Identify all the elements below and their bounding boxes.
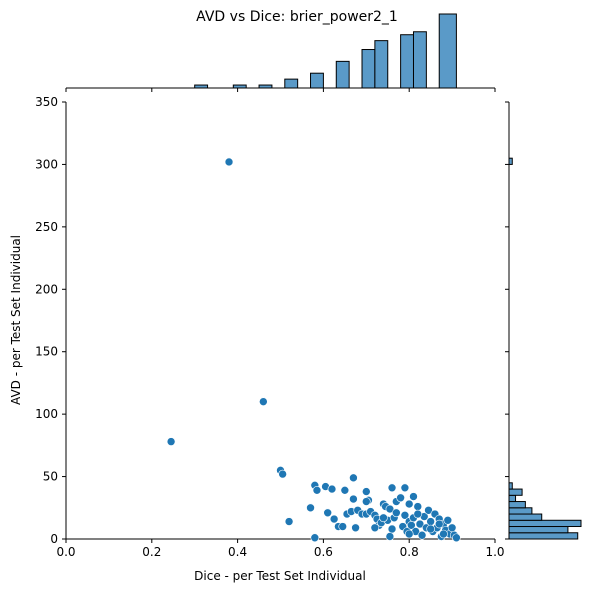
x-hist-bar [361,49,376,89]
x-hist-bar [284,78,299,89]
scatter-point [439,529,448,539]
scatter-point [447,523,457,533]
y-tick-label: 50 [43,470,58,484]
scatter-point [392,508,401,518]
y-tick-label: 300 [35,157,58,171]
x-tick-label: 0.2 [142,545,161,559]
y-tick-label: 150 [35,345,58,359]
scatter-point [404,499,414,509]
y-hist-bar [508,494,517,503]
y-hist-bar [508,532,579,540]
scatter-point [443,515,453,525]
scatter-point [385,532,395,541]
scatter-point [284,517,294,526]
y-hist-bar [508,488,523,496]
y-tick-label: 0 [50,532,58,546]
x-tick-label: 1.0 [485,545,504,559]
y-hist-bar [508,507,533,515]
scatter-point [413,509,423,519]
y-tick-label: 100 [35,407,58,421]
x-hist-bar [374,40,389,89]
scatter-point [396,493,405,503]
main-axes: 0.0 0.2 0.4 0.6 0.8 1.0 0 50 100 150 200 250 300 350 [35,87,510,559]
scatter-point [417,530,427,540]
scatter-point [224,157,234,167]
scatter-point [387,524,397,534]
y-tick-label: 350 [35,95,58,109]
y-hist-bar [508,526,569,534]
y-tick-label: 200 [35,282,58,296]
y-tick-label: 250 [35,220,58,234]
scatter-point [312,486,322,495]
scatter-point [400,483,410,493]
scatter-point [259,397,268,406]
scatter-point [166,437,176,446]
x-tick-label: 0.8 [400,545,419,559]
x-hist-bar [400,34,414,89]
x-tick-label: 0.4 [228,545,247,559]
scatter-point [452,533,461,543]
scatter-point [278,469,287,479]
x-hist-bar [438,13,457,89]
y-marginal-histogram [508,157,582,540]
x-tick-label: 0.6 [314,545,333,559]
x-axis-label: Dice - per Test Set Individual [194,569,366,583]
scatter-point [370,523,380,533]
chart-title: AVD vs Dice: brier_power2_1 [196,9,398,25]
scatter-point [415,519,425,529]
scatter-point [338,522,348,531]
scatter-point [379,513,388,523]
y-hist-bar [508,501,526,509]
scatter-point [387,483,397,493]
y-axis-label: AVD - per Test Set Individual [9,235,23,405]
scatter-point [413,502,423,511]
scatter-point [349,494,358,504]
scatter-point [426,517,435,526]
scatter-point [385,504,395,514]
scatter-point [424,505,433,515]
x-hist-bar [412,31,427,89]
y-hist-bar [508,513,543,521]
scatter-point [434,519,444,529]
scatter-point [426,524,435,534]
scatter-point [327,484,337,494]
scatter-point [310,533,320,543]
scatter-point [400,510,410,520]
scatter-point [329,514,339,524]
scatter-point [361,487,371,496]
scatter-point [351,523,360,533]
y-hist-bar [508,519,582,528]
scatter-point [409,492,418,501]
x-marginal-histogram [194,13,457,89]
scatter-point [404,529,414,539]
scatter-point [323,508,332,518]
scatter-point [306,503,315,513]
x-hist-bar [310,72,324,89]
scatter-point [340,486,350,495]
x-hist-bar [335,60,350,89]
scatter-point [349,473,358,483]
scatter-points [166,157,461,543]
scatter-point [361,497,371,506]
x-tick-label: 0.0 [56,545,75,559]
